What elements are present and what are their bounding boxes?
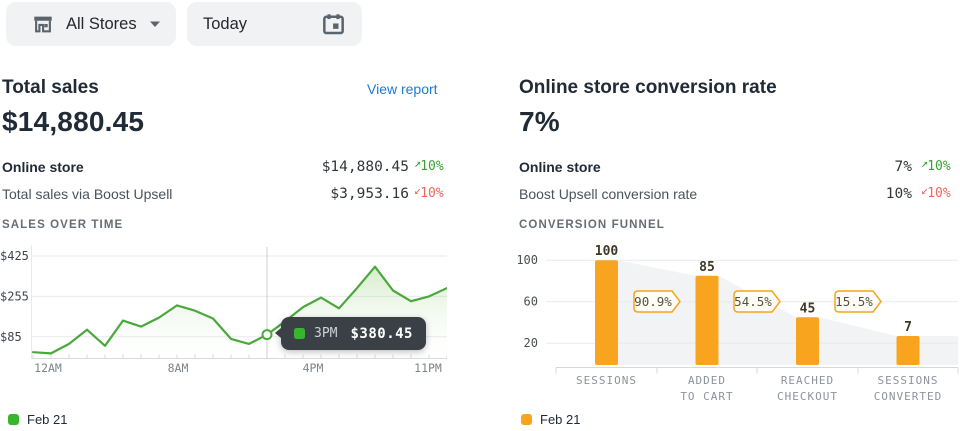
svg-text:ADDED: ADDED [688, 374, 726, 387]
store-selector-button[interactable]: All Stores [6, 2, 176, 46]
metric-value: $3,953.16 [330, 186, 409, 202]
svg-text:15.5%: 15.5% [835, 294, 873, 309]
svg-text:100: 100 [595, 244, 619, 259]
metric-row: Online store [2, 156, 84, 178]
metric-delta: ↗10% [414, 156, 444, 174]
metric-delta: ↙10% [414, 183, 444, 201]
view-report-link[interactable]: View report [367, 81, 438, 97]
total-sales-title: Total sales [2, 77, 99, 98]
legend-label: Feb 21 [27, 412, 68, 427]
metric-delta: ↙10% [921, 183, 951, 201]
delta-arrow-icon: ↙ [414, 183, 422, 197]
svg-text:8AM: 8AM [168, 361, 189, 375]
delta-arrow-icon: ↙ [921, 183, 929, 197]
legend-swatch-green [8, 414, 19, 425]
svg-text:20: 20 [524, 336, 538, 350]
metric-label: Online store [519, 159, 601, 175]
metric-value: $14,880.45 [321, 159, 409, 175]
metric-label: Total sales via Boost Upsell [2, 186, 173, 202]
metric-value: 10% [885, 186, 912, 202]
metric-value: 7% [894, 159, 912, 175]
metric-label: Boost Upsell conversion rate [519, 186, 698, 202]
svg-text:SESSIONS: SESSIONS [878, 374, 939, 387]
conversion-funnel-heading: CONVERSION FUNNEL [519, 219, 665, 231]
conversion-title: Online store conversion rate [519, 77, 777, 98]
svg-text:54.5%: 54.5% [734, 294, 772, 309]
svg-text:90.9%: 90.9% [634, 294, 672, 309]
svg-text:85: 85 [699, 260, 715, 275]
svg-text:100: 100 [518, 253, 538, 267]
legend-swatch-orange [521, 414, 532, 425]
conversion-funnel-chart[interactable]: 100 60 20 100 85 45 7 90.9% 54.5% 15.5% SESSIONS AD… [518, 243, 960, 408]
tooltip-time: 3PM [314, 326, 338, 341]
date-selector-label: Today [203, 14, 248, 33]
chevron-down-icon [150, 21, 160, 27]
calendar-icon [323, 13, 344, 34]
svg-text:TO CART: TO CART [680, 390, 733, 403]
svg-text:4PM: 4PM [303, 361, 324, 375]
date-selector-button[interactable]: Today [187, 2, 362, 46]
svg-text:CONVERTED: CONVERTED [874, 390, 943, 403]
svg-text:11PM: 11PM [414, 361, 442, 375]
metric-delta: ↗10% [921, 156, 951, 174]
tooltip-series-swatch [294, 328, 305, 339]
metric-row: Boost Upsell conversion rate [519, 183, 697, 205]
funnel-legend: Feb 21 [521, 412, 580, 427]
svg-text:SESSIONS: SESSIONS [576, 374, 637, 387]
tooltip-value: $380.45 [350, 325, 413, 342]
svg-text:45: 45 [800, 301, 816, 316]
sales-line-chart[interactable]: $425 $255 $85 12AM 8AM 4PM 11PM [0, 243, 447, 383]
chart-tooltip: 3PM $380.45 [275, 317, 426, 350]
delta-arrow-icon: ↗ [921, 156, 929, 170]
delta-arrow-icon: ↗ [414, 156, 422, 170]
sales-legend: Feb 21 [8, 412, 67, 427]
metric-row: Online store [519, 156, 601, 178]
store-selector-label: All Stores [66, 14, 137, 33]
svg-text:$425: $425 [0, 249, 29, 263]
store-icon [34, 16, 52, 33]
conversion-value: 7% [519, 106, 560, 137]
svg-text:$85: $85 [0, 330, 22, 344]
svg-text:CHECKOUT: CHECKOUT [777, 390, 838, 403]
sales-over-time-heading: SALES OVER TIME [2, 219, 124, 231]
svg-text:60: 60 [524, 295, 538, 309]
legend-label: Feb 21 [540, 412, 581, 427]
metric-row: Total sales via Boost Upsell [2, 183, 172, 205]
svg-text:REACHED: REACHED [781, 374, 834, 387]
svg-text:$255: $255 [0, 289, 29, 303]
total-sales-value: $14,880.45 [2, 106, 145, 137]
svg-text:12AM: 12AM [34, 361, 62, 375]
svg-text:7: 7 [904, 320, 912, 335]
metric-label: Online store [2, 159, 84, 175]
